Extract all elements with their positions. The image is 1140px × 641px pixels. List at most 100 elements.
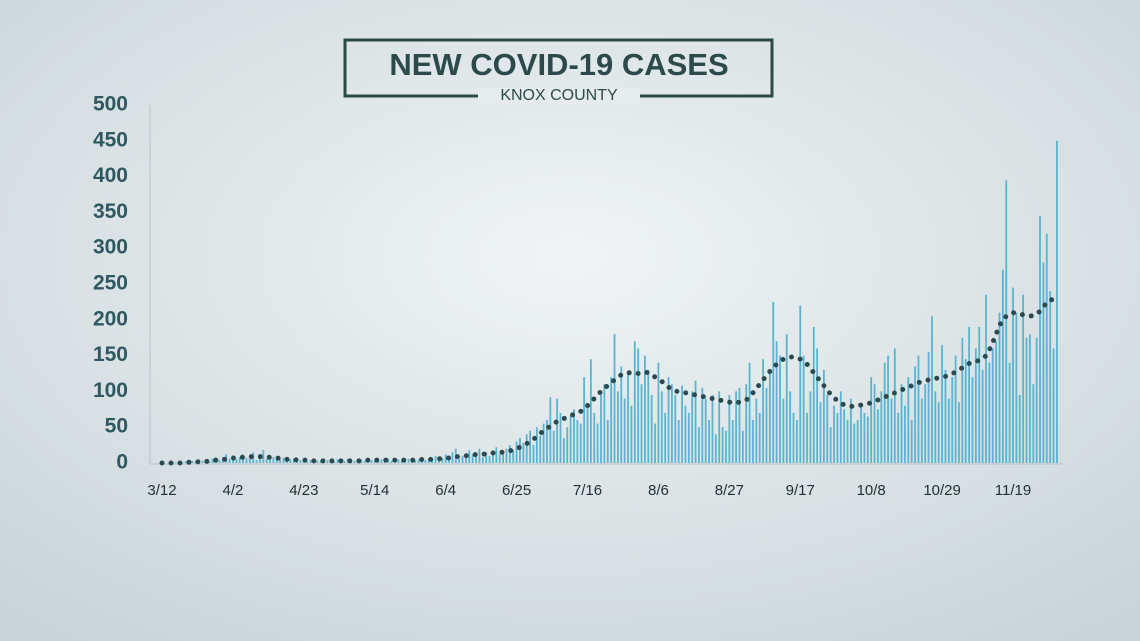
bar: [431, 460, 434, 463]
x-tick-label: 8/27: [715, 482, 744, 499]
bar: [650, 394, 653, 463]
bar: [904, 405, 906, 463]
bar: [299, 460, 302, 463]
bar: [694, 380, 697, 463]
bar: [701, 387, 704, 463]
y-tick-label: 250: [93, 272, 128, 295]
bar: [343, 460, 346, 463]
bar: [485, 452, 488, 463]
bar: [958, 402, 960, 463]
bar: [434, 455, 437, 463]
bar: [535, 427, 538, 463]
bar: [444, 454, 447, 463]
bar: [576, 420, 579, 463]
bar: [633, 341, 636, 463]
bar: [941, 344, 943, 463]
bar: [779, 355, 781, 463]
chart-title: NEW COVID-19 CASES: [389, 47, 728, 82]
bar: [596, 423, 599, 463]
bar: [843, 409, 846, 463]
bar: [525, 434, 528, 463]
bar: [333, 461, 336, 463]
bar: [245, 457, 248, 463]
bar: [792, 412, 795, 463]
bar: [772, 301, 775, 463]
bar: [289, 459, 292, 463]
bar: [424, 460, 427, 463]
bar: [286, 460, 288, 463]
bar: [191, 460, 194, 463]
bar: [657, 362, 660, 463]
bar: [255, 460, 258, 463]
bar: [620, 366, 623, 463]
bar: [397, 459, 400, 463]
bar: [883, 362, 886, 463]
bar: [961, 337, 964, 463]
x-tick-label: 6/25: [502, 482, 531, 499]
bar: [623, 398, 626, 463]
bar: [985, 294, 987, 463]
bar: [974, 348, 977, 463]
bar: [208, 461, 211, 463]
bar: [836, 412, 839, 463]
bar: [988, 362, 991, 463]
bar: [900, 384, 903, 463]
bar: [829, 427, 832, 463]
bar: [519, 437, 521, 463]
y-tick-label: 450: [93, 128, 128, 151]
bar: [174, 462, 177, 463]
bar: [562, 437, 565, 463]
bar: [927, 352, 930, 463]
y-tick-label: 400: [93, 164, 128, 187]
bar: [887, 355, 889, 463]
bar: [1039, 215, 1041, 463]
bar: [822, 369, 825, 463]
bar: [846, 420, 849, 463]
bar: [789, 391, 792, 463]
bar: [998, 312, 1001, 463]
bar: [718, 391, 721, 463]
bar: [671, 384, 673, 463]
bar: [897, 412, 900, 463]
bar: [809, 391, 812, 463]
bar: [971, 377, 974, 463]
bar: [471, 454, 474, 463]
bar: [762, 359, 765, 463]
bar: [802, 355, 805, 463]
bar: [532, 445, 535, 463]
bar: [850, 398, 852, 463]
bar: [758, 412, 761, 463]
bar: [589, 359, 592, 463]
bar: [495, 447, 498, 463]
bar: [812, 326, 815, 463]
bar: [606, 420, 609, 463]
bar: [306, 461, 309, 463]
bar: [380, 459, 383, 463]
bar: [211, 458, 214, 463]
bar: [512, 450, 515, 463]
bar: [745, 384, 748, 463]
bar: [610, 377, 613, 463]
bar: [755, 398, 758, 463]
bar: [1028, 334, 1031, 463]
bar: [414, 460, 417, 463]
bar: [914, 366, 916, 463]
bar: [687, 412, 690, 463]
bar: [806, 412, 808, 463]
bar: [583, 377, 586, 463]
bar: [600, 394, 602, 463]
y-tick-label: 200: [93, 307, 128, 330]
y-tick-label: 350: [93, 200, 128, 223]
bar: [853, 423, 856, 463]
bar: [674, 394, 677, 463]
bar: [407, 458, 410, 463]
bar: [704, 398, 707, 463]
bar: [775, 341, 778, 463]
bar: [785, 334, 788, 463]
bar: [964, 359, 967, 463]
bar: [917, 355, 920, 463]
bar: [228, 458, 231, 463]
bar: [265, 458, 268, 463]
bar: [326, 460, 329, 463]
